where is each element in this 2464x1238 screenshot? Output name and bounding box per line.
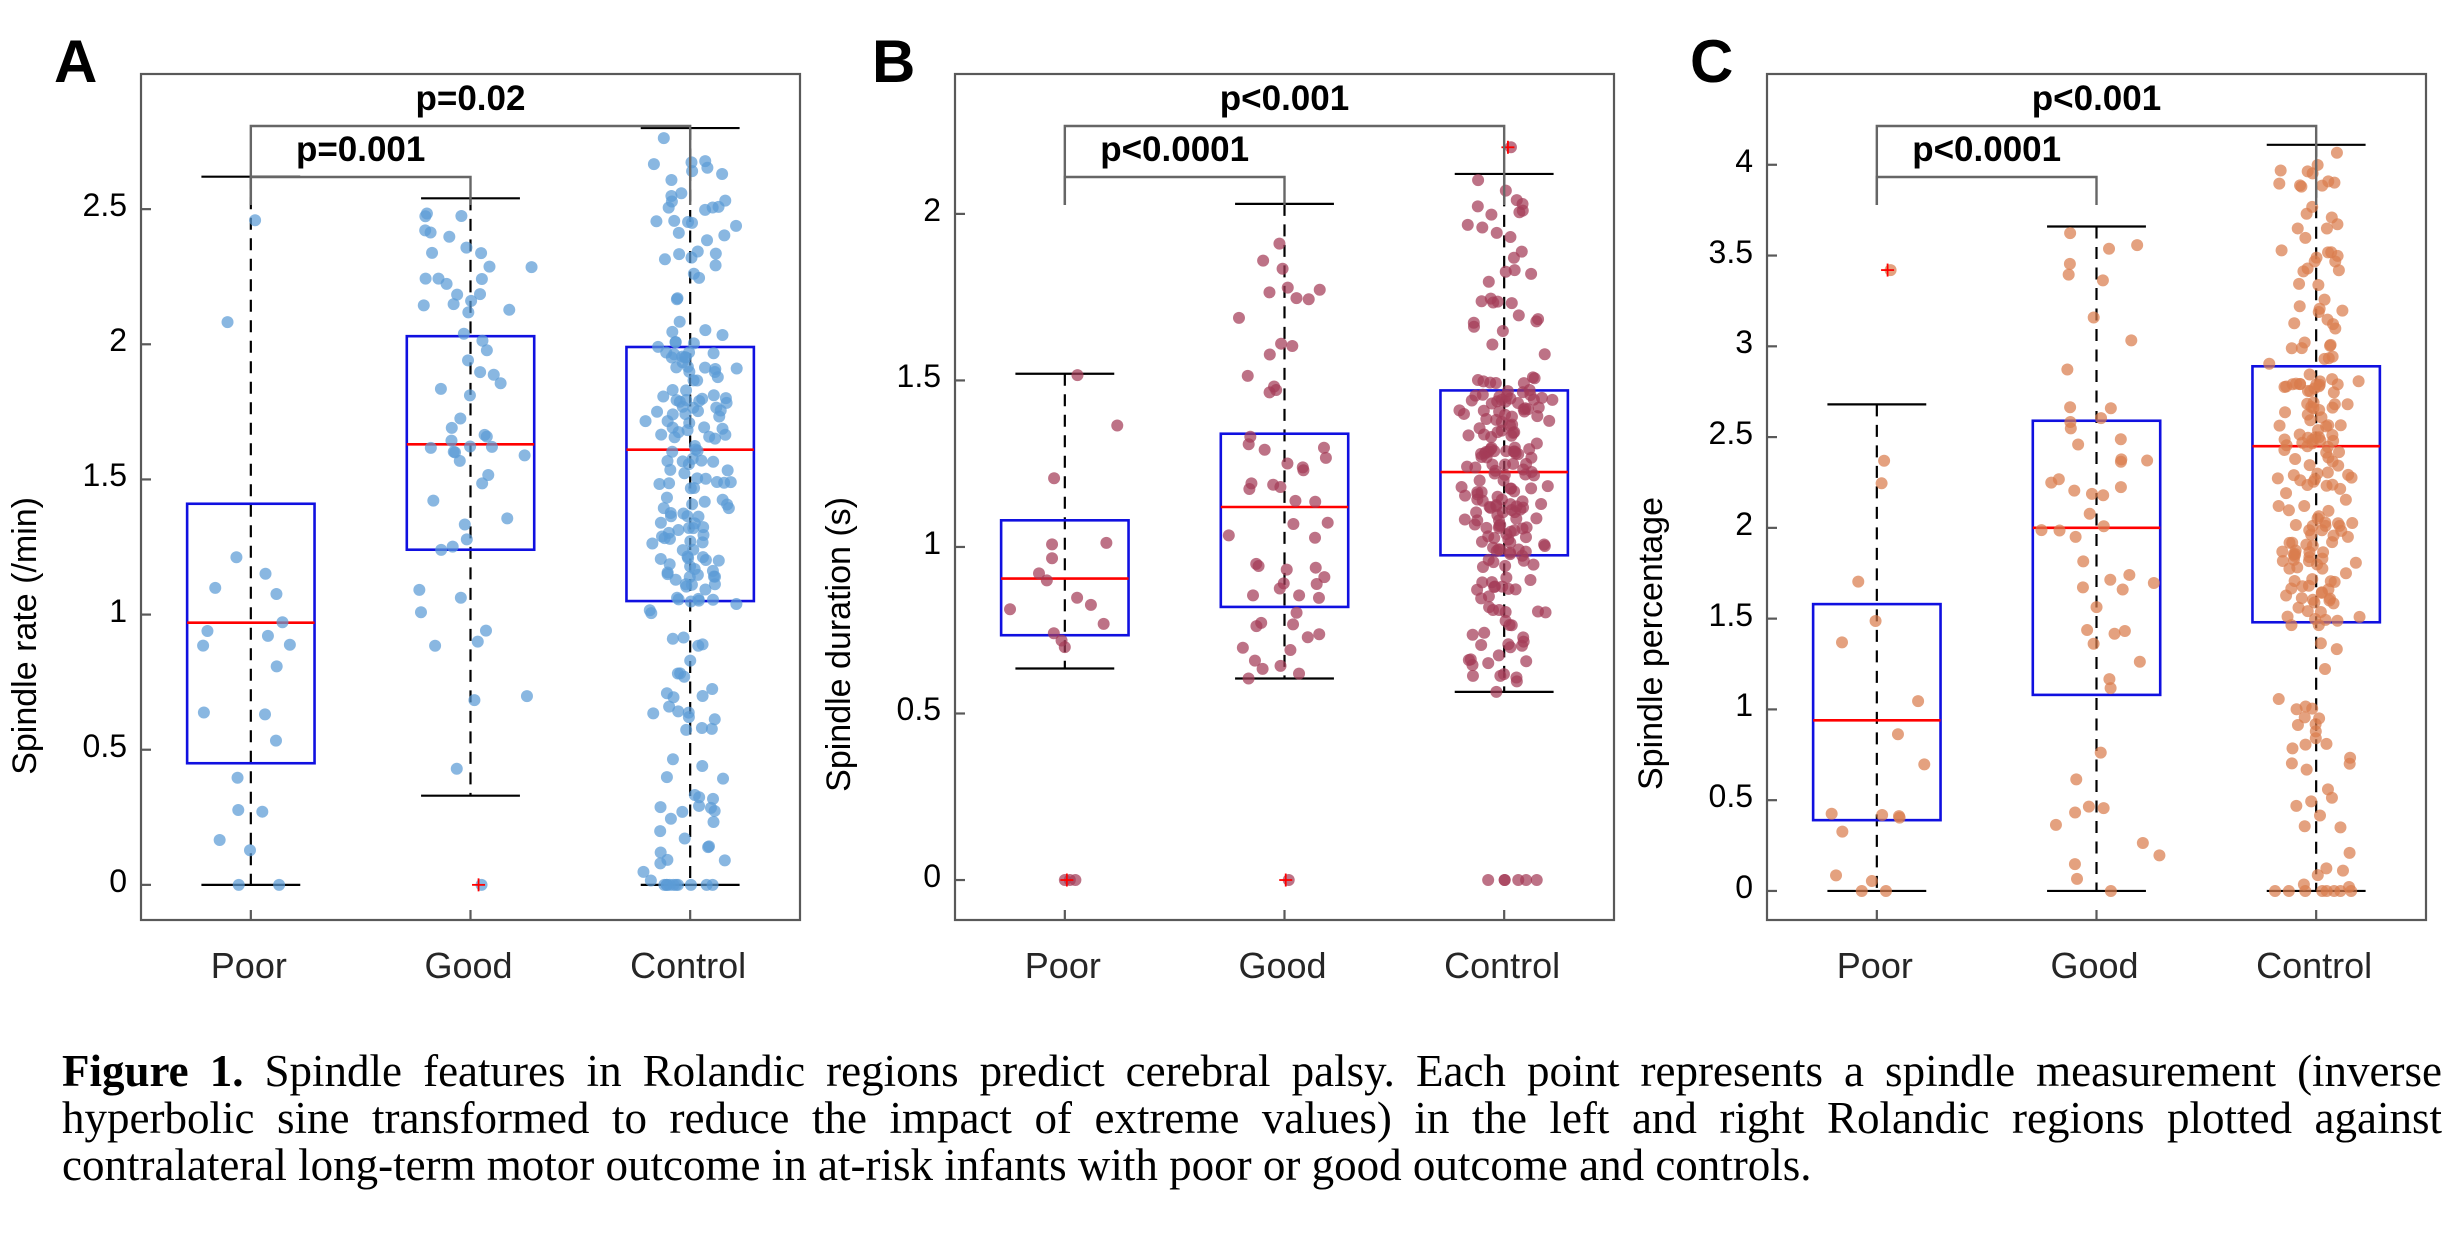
svg-text:p<0.001: p<0.001 [1220,79,1349,118]
svg-text:p<0.0001: p<0.0001 [1100,130,1249,169]
svg-text:p<0.0001: p<0.0001 [1912,130,2061,169]
svg-text:p<0.001: p<0.001 [2032,79,2161,118]
svg-text:p=0.001: p=0.001 [296,130,425,169]
svg-text:p=0.02: p=0.02 [416,79,526,118]
